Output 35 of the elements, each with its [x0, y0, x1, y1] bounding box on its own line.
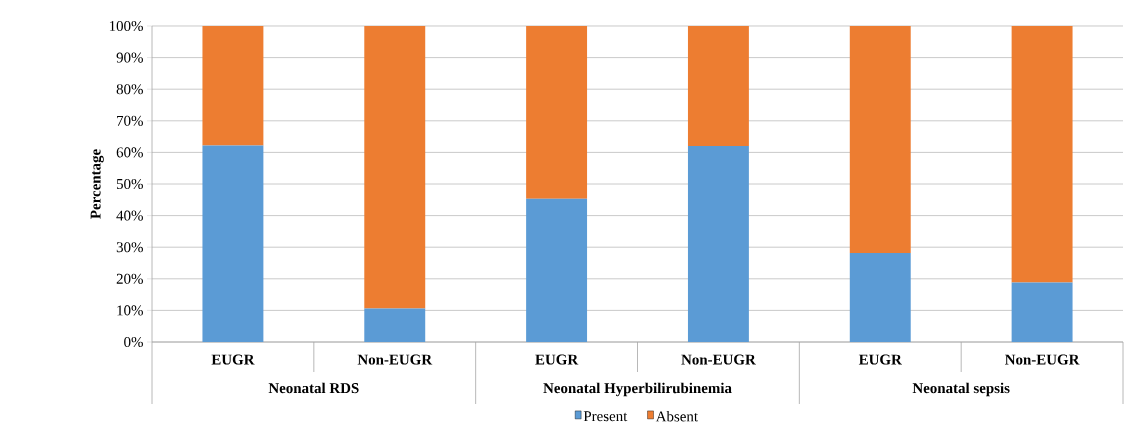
bar — [1011, 282, 1073, 342]
y-tick-label: 0% — [124, 336, 143, 348]
bar — [202, 145, 264, 342]
x-tick-label: Non-EUGR — [1005, 354, 1080, 365]
bar — [526, 26, 588, 199]
y-tick-label: 100% — [109, 20, 143, 32]
y-tick-label: 10% — [117, 305, 143, 316]
y-tick-label: 80% — [116, 84, 143, 95]
y-axis-title: Percentage — [90, 149, 104, 219]
x-tick-label: EUGR — [211, 354, 255, 365]
y-tick-label: 70% — [117, 115, 143, 126]
legend-label: Absent — [655, 410, 698, 422]
x-tick-label: Non-EUGR — [357, 354, 433, 365]
bar — [849, 26, 911, 253]
x-tick-label: Non-EUGR — [681, 354, 756, 365]
y-tick-label: 50% — [116, 178, 143, 190]
text: Neonatal Hyperbilirubinemia — [543, 382, 732, 397]
legend-label: Present — [583, 411, 628, 422]
bar — [687, 26, 749, 147]
y-tick-label: 60% — [116, 147, 143, 158]
y-tick-label: 90% — [116, 52, 143, 63]
bar — [364, 26, 426, 309]
y-tick-label: 20% — [116, 273, 143, 284]
y-tick-label: 40% — [116, 210, 143, 221]
x-tick-label: EUGR — [858, 354, 902, 365]
text: Neonatal sepsis — [912, 382, 1010, 397]
bar — [364, 308, 426, 342]
y-tick-label: 30% — [116, 242, 143, 253]
bar — [202, 26, 264, 146]
x-tick-label: EUGR — [535, 354, 579, 365]
text: Neonatal RDS — [268, 382, 359, 394]
bar — [1011, 26, 1073, 283]
bar — [687, 146, 749, 342]
bar — [526, 198, 588, 342]
bar — [849, 252, 911, 342]
